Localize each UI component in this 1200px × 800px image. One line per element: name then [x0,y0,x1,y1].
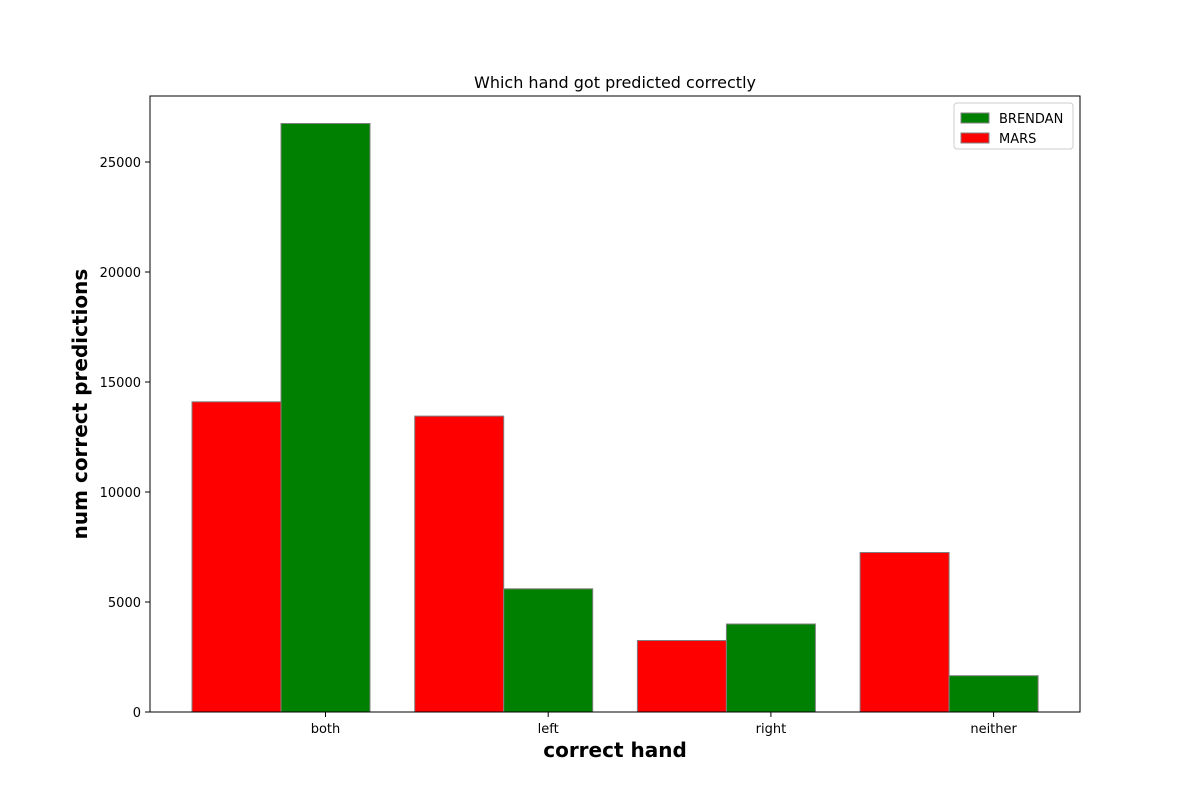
legend-swatch-mars [960,132,990,144]
legend-label-brendan: BRENDAN [999,112,1063,127]
y-tick-label: 10000 [100,486,141,501]
bar-brendan-neither [948,675,1039,713]
x-axis-label: correct hand [543,738,687,762]
x-tick-label-neither: neither [970,722,1017,737]
bar-mars-left [414,415,505,713]
legend-label-mars: MARS [999,132,1036,147]
y-axis-label: num correct predictions [68,269,92,540]
y-tick-label: 15000 [100,376,141,391]
x-tick-label-left: left [538,722,559,737]
legend-swatch-brendan [960,112,990,124]
bar-brendan-left [503,588,594,713]
bars-group [191,123,1039,713]
y-tick-label: 5000 [108,596,141,611]
y-tick-label: 0 [133,706,141,721]
bar-mars-both [191,401,282,713]
plot-frame [149,95,1081,713]
bar-mars-neither [859,552,950,713]
bar-brendan-both [280,123,371,713]
x-tick-label-both: both [311,722,341,737]
chart-title: Which hand got predicted correctly [474,73,756,92]
y-tick-label: 20000 [100,266,141,281]
y-tick-label: 25000 [100,156,141,171]
legend: BRENDAN MARS [953,102,1074,150]
bar-mars-right [636,640,727,713]
y-axis: 0 5000 10000 15000 20000 25000 [100,156,150,721]
bar-brendan-right [725,623,816,713]
x-tick-label-right: right [756,722,787,737]
x-axis: both left right neither [311,712,1018,737]
